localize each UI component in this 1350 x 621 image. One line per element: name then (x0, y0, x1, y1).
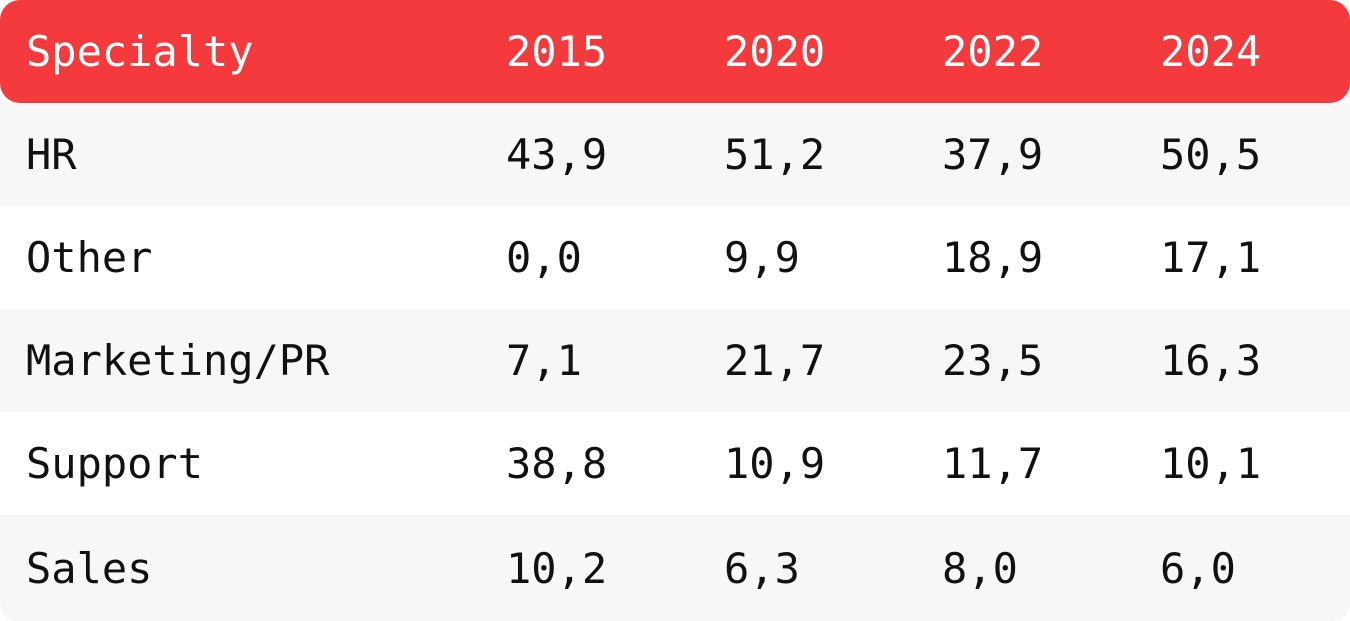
row-label: Marketing/PR (26, 336, 330, 385)
table-row: Support 38,8 10,9 11,7 10,1 (0, 412, 1350, 515)
row-label: Support (26, 439, 204, 488)
table-cell: 8,0 (942, 543, 1018, 593)
table-cell: 18,9 (942, 233, 1044, 282)
table-cell: 9,9 (724, 233, 800, 282)
table-row: Other 0,0 9,9 18,9 17,1 (0, 206, 1350, 309)
table-cell: 23,5 (942, 336, 1044, 385)
header-cell-2020: 2020 (724, 27, 826, 76)
row-label: Sales (26, 543, 153, 593)
table-cell: 21,7 (724, 336, 826, 385)
table-cell: 37,9 (942, 130, 1044, 179)
row-label: Other (26, 233, 153, 282)
table-row: HR 43,9 51,2 37,9 50,5 (0, 103, 1350, 206)
table-cell: 7,1 (506, 336, 582, 385)
table-header: Specialty 2015 2020 2022 2024 (0, 0, 1350, 103)
row-label: HR (26, 130, 77, 179)
table-cell: 38,8 (506, 439, 608, 488)
table-cell: 43,9 (506, 130, 608, 179)
table-cell: 11,7 (942, 439, 1044, 488)
table-cell: 10,1 (1160, 439, 1262, 488)
table-row: Sales 10,2 6,3 8,0 6,0 (0, 515, 1350, 621)
header-cell-2015: 2015 (506, 27, 608, 76)
table-cell: 50,5 (1160, 130, 1262, 179)
table-cell: 16,3 (1160, 336, 1262, 385)
table-cell: 51,2 (724, 130, 826, 179)
table-cell: 10,9 (724, 439, 826, 488)
table-cell: 17,1 (1160, 233, 1262, 282)
table-cell: 0,0 (506, 233, 582, 282)
table-cell: 10,2 (506, 543, 608, 593)
header-cell-2024: 2024 (1160, 27, 1262, 76)
table-cell: 6,0 (1160, 543, 1236, 593)
header-cell-specialty: Specialty (26, 27, 254, 76)
table-cell: 6,3 (724, 543, 800, 593)
header-cell-2022: 2022 (942, 27, 1044, 76)
table-row: Marketing/PR 7,1 21,7 23,5 16,3 (0, 309, 1350, 412)
